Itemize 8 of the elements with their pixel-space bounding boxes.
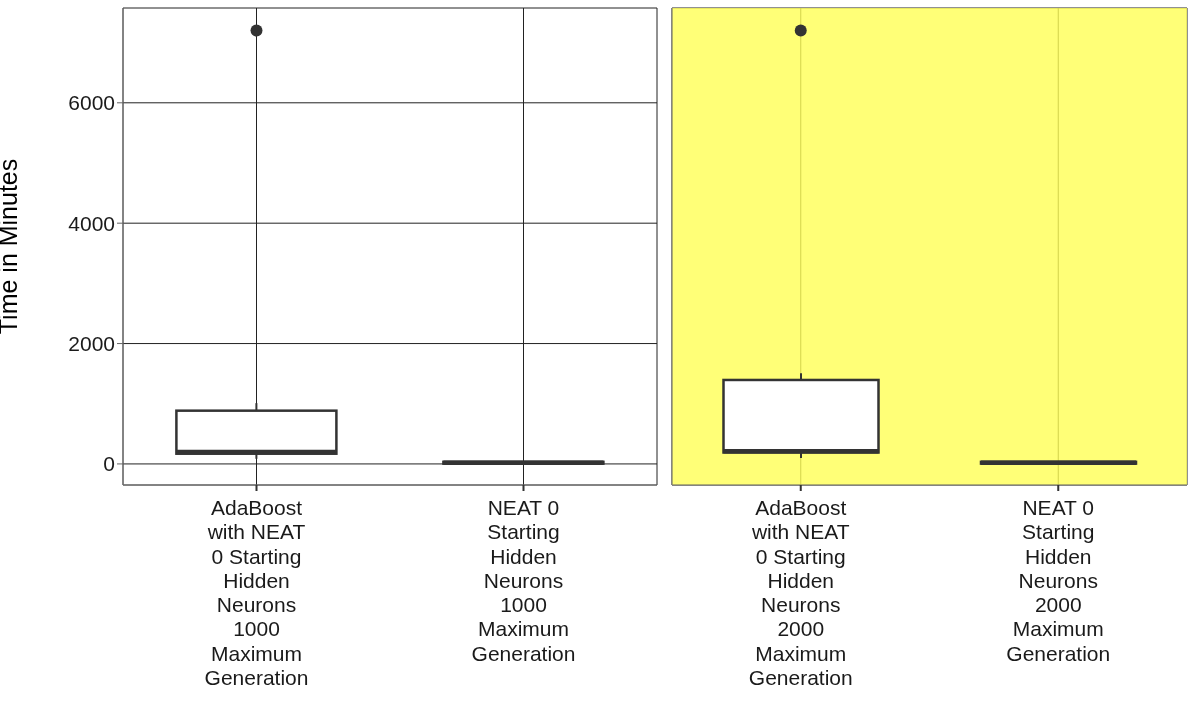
x-tick-label: AdaBoost with NEAT 0 Starting Hidden Neurons 1000 Maximum Generation: [203, 496, 310, 691]
x-tick-label: AdaBoost with NEAT 0 Starting Hidden Neurons 2000 Maximum Generation: [747, 496, 854, 691]
x-tick-label: NEAT 0 Starting Hidden Neurons 2000 Maximum Generation: [1005, 496, 1112, 667]
y-tick-label: 6000: [68, 91, 115, 115]
y-tick-label: 0: [103, 452, 115, 476]
x-tick-label: NEAT 0 Starting Hidden Neurons 1000 Maximum Generation: [470, 496, 577, 667]
y-tick-label: 2000: [68, 332, 115, 356]
y-tick-label: 4000: [68, 211, 115, 235]
